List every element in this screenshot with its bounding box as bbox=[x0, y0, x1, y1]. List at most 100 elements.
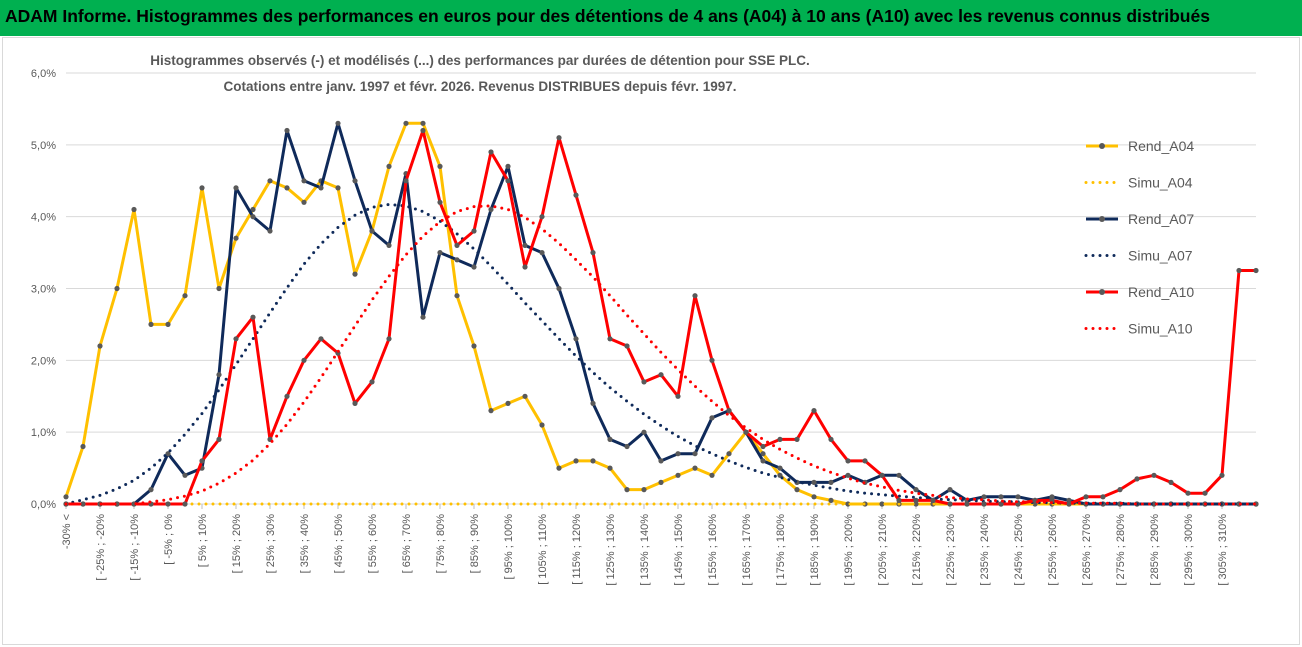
data-point bbox=[794, 487, 800, 493]
data-point bbox=[879, 472, 885, 478]
data-point bbox=[896, 497, 902, 503]
legend-marker bbox=[1099, 289, 1105, 295]
data-point bbox=[97, 343, 103, 349]
data-point bbox=[250, 214, 256, 220]
data-point bbox=[675, 472, 681, 478]
data-point bbox=[420, 314, 426, 320]
x-tick-label: [ 75% ; 80% bbox=[435, 514, 447, 574]
data-point bbox=[63, 494, 69, 500]
data-point bbox=[641, 379, 647, 385]
data-point bbox=[216, 372, 222, 378]
x-tick-label: [ 15% ; 20% bbox=[231, 514, 243, 574]
y-tick-label: 0,0% bbox=[31, 499, 56, 511]
data-point bbox=[947, 501, 953, 507]
x-tick-label: [ 35% ; 40% bbox=[299, 514, 311, 574]
data-point bbox=[284, 185, 290, 191]
series-line-rend-a07 bbox=[66, 121, 1256, 506]
data-point bbox=[352, 271, 358, 277]
data-point bbox=[590, 400, 596, 406]
data-point bbox=[692, 293, 698, 299]
x-tick-label: [ 105% ; 110% bbox=[537, 514, 549, 585]
data-point bbox=[862, 458, 868, 464]
x-tick-label: [ 185% ; 190% bbox=[809, 514, 821, 586]
x-tick-label: [ -15% ; -10% bbox=[129, 514, 141, 581]
data-point bbox=[488, 149, 494, 155]
y-tick-label: 3,0% bbox=[31, 284, 56, 296]
data-point bbox=[182, 501, 188, 507]
data-point bbox=[964, 501, 970, 507]
data-point bbox=[913, 487, 919, 493]
x-tick-label: [ 125% ; 130% bbox=[605, 514, 617, 586]
data-point bbox=[403, 120, 409, 126]
data-point bbox=[1151, 472, 1157, 478]
data-point bbox=[1015, 494, 1021, 500]
series-line-simu-a10 bbox=[64, 204, 1258, 506]
data-point bbox=[658, 458, 664, 464]
chart-title: Histogrammes observés (-) et modélisés (… bbox=[150, 53, 809, 68]
y-tick-label: 1,0% bbox=[31, 427, 56, 439]
data-point bbox=[352, 178, 358, 184]
data-point bbox=[1202, 490, 1208, 496]
series-line-simu-a07 bbox=[64, 203, 1258, 506]
legend-marker bbox=[1099, 143, 1105, 149]
data-point bbox=[250, 206, 256, 213]
x-tick-label: [ 295% ; 300% bbox=[1183, 514, 1195, 586]
x-tick-label: [ 115% ; 120% bbox=[571, 514, 583, 585]
x-tick-label: [ 85% ; 90% bbox=[469, 514, 481, 574]
chart-subtitle: Cotations entre janv. 1997 et févr. 2026… bbox=[224, 79, 737, 94]
data-point bbox=[913, 497, 919, 503]
data-point bbox=[998, 501, 1004, 507]
data-point bbox=[760, 451, 766, 457]
x-tick-label: [ 255% ; 260% bbox=[1047, 514, 1059, 586]
data-point bbox=[420, 127, 426, 134]
legend-marker bbox=[1099, 216, 1105, 222]
data-point bbox=[284, 127, 290, 134]
data-point bbox=[488, 408, 494, 414]
x-tick-label: [ 155% ; 160% bbox=[707, 514, 719, 586]
data-point bbox=[981, 494, 987, 500]
data-point bbox=[1168, 479, 1174, 485]
x-tick-label: [ 25% ; 30% bbox=[265, 514, 277, 574]
x-tick-label: [ 165% ; 170% bbox=[741, 514, 753, 586]
x-tick-label: [ 5% ; 10% bbox=[197, 514, 209, 567]
data-point bbox=[437, 199, 443, 205]
data-point bbox=[80, 443, 86, 450]
x-tick-label: [ 245% ; 250% bbox=[1013, 514, 1025, 586]
data-point bbox=[454, 242, 460, 248]
x-tick-label: [ 225% ; 230% bbox=[945, 514, 957, 586]
data-point bbox=[369, 379, 375, 385]
data-point bbox=[981, 501, 987, 507]
data-point bbox=[709, 415, 715, 421]
data-point bbox=[301, 178, 307, 184]
data-point bbox=[896, 472, 902, 478]
data-point bbox=[267, 228, 273, 234]
data-point bbox=[505, 163, 511, 169]
legend-label: Rend_A04 bbox=[1128, 138, 1194, 154]
data-point bbox=[556, 135, 562, 141]
data-point bbox=[471, 343, 477, 349]
data-point bbox=[607, 336, 613, 342]
y-tick-label: 6,0% bbox=[31, 68, 56, 80]
data-point bbox=[641, 487, 647, 493]
x-tick-label: [ 195% ; 200% bbox=[843, 514, 855, 586]
data-point bbox=[539, 250, 545, 256]
data-point bbox=[709, 472, 715, 478]
data-point bbox=[335, 185, 341, 191]
data-point bbox=[471, 228, 477, 234]
data-point bbox=[233, 336, 239, 342]
data-point bbox=[845, 458, 851, 464]
data-point bbox=[522, 242, 528, 248]
data-point bbox=[760, 443, 766, 450]
data-point bbox=[437, 163, 443, 169]
data-point bbox=[369, 228, 375, 234]
data-point bbox=[811, 494, 817, 500]
data-point bbox=[1219, 472, 1225, 478]
data-point bbox=[539, 422, 545, 428]
data-point bbox=[505, 178, 511, 184]
legend-label: Rend_A07 bbox=[1128, 211, 1194, 227]
data-point bbox=[573, 192, 579, 198]
data-point bbox=[114, 285, 120, 292]
data-point bbox=[386, 163, 392, 169]
series-line-rend-a04 bbox=[64, 121, 1256, 506]
